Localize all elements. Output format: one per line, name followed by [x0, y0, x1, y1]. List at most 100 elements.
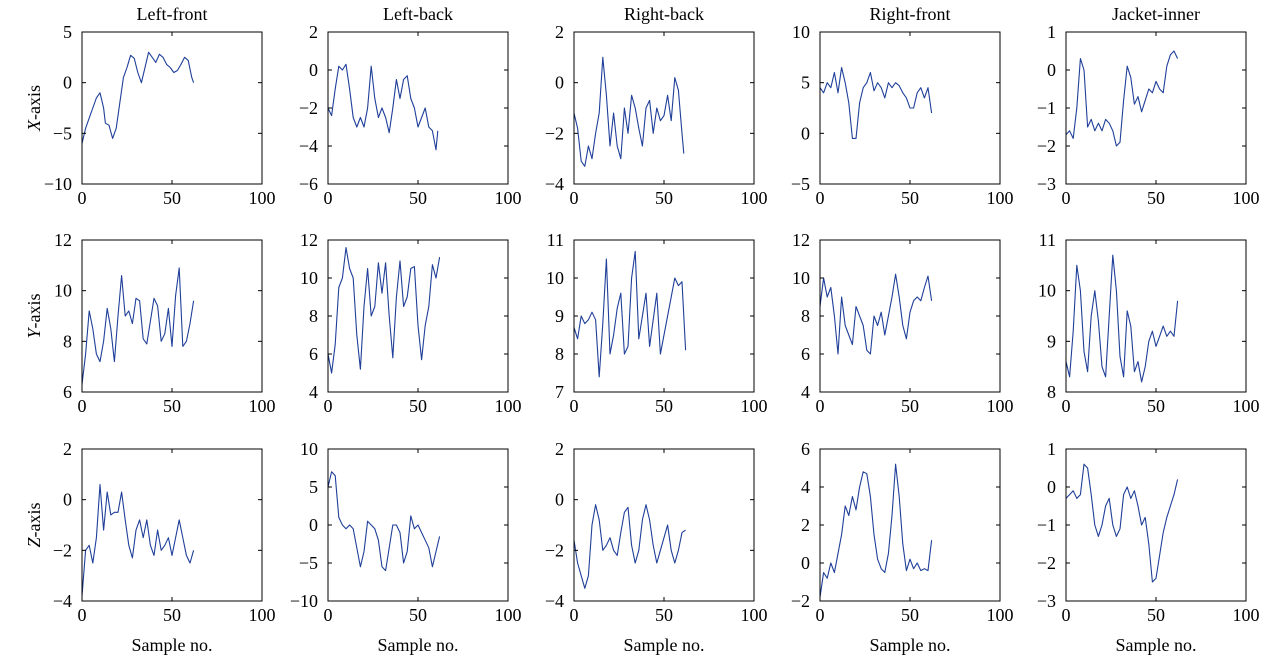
x-tick-label: 100 — [249, 396, 276, 416]
y-tick-label: −2 — [299, 98, 318, 118]
y-tick-label: −4 — [545, 591, 564, 611]
y-tick-label: 2 — [801, 515, 810, 535]
x-tick-label: 50 — [901, 188, 919, 208]
x-tick-label: 0 — [816, 188, 825, 208]
y-tick-label: −4 — [299, 136, 318, 156]
subplot: 0 50 100 4 6 8 10 12 — [792, 230, 1014, 416]
x-tick-label: 50 — [163, 188, 181, 208]
y-tick-label: 1 — [1047, 22, 1056, 42]
y-tick-label: 10 — [792, 22, 810, 42]
series-line — [327, 63, 439, 151]
y-tick-label: 0 — [555, 73, 564, 93]
x-tick-label: 100 — [987, 188, 1014, 208]
axes-frame — [327, 31, 509, 185]
y-tick-label: 11 — [547, 230, 564, 250]
subplot-title: Left-back — [383, 4, 453, 24]
subplot: 0 50 100 −2 0 2 4 6 Sample no. — [791, 439, 1014, 655]
x-tick-label: 0 — [324, 396, 333, 416]
y-tick-label: 10 — [792, 268, 810, 288]
y-tick-label: 2 — [63, 439, 72, 459]
axes-frame — [573, 31, 755, 185]
y-tick-label: −2 — [545, 540, 564, 560]
x-tick-label: 100 — [495, 605, 522, 625]
axes-frame — [1065, 31, 1247, 185]
axes-frame — [819, 448, 1001, 602]
series-line — [327, 471, 441, 572]
y-tick-label: 10 — [54, 281, 72, 301]
y-tick-label: 8 — [801, 306, 810, 326]
x-tick-label: 100 — [495, 396, 522, 416]
x-tick-label: 0 — [570, 605, 579, 625]
y-tick-label: 0 — [801, 553, 810, 573]
x-tick-label: 50 — [409, 188, 427, 208]
x-tick-label: 100 — [249, 188, 276, 208]
subplot: 0 50 100 6 8 10 12 Y-axis — [24, 230, 276, 416]
y-tick-label: −6 — [299, 174, 318, 194]
x-tick-label: 0 — [324, 188, 333, 208]
y-tick-label: 2 — [555, 22, 564, 42]
x-tick-label: 100 — [249, 605, 276, 625]
y-tick-label: 0 — [1047, 477, 1056, 497]
x-tick-label: 50 — [1147, 605, 1165, 625]
y-tick-label: 1 — [1047, 439, 1056, 459]
series-line — [81, 267, 195, 385]
x-tick-label: 0 — [816, 396, 825, 416]
x-tick-label: 50 — [163, 396, 181, 416]
x-axis-label: Sample no. — [624, 635, 705, 655]
y-tick-label: 6 — [801, 344, 810, 364]
y-tick-label: −5 — [299, 553, 318, 573]
x-tick-label: 50 — [901, 396, 919, 416]
y-tick-label: 0 — [63, 73, 72, 93]
y-tick-label: 0 — [63, 490, 72, 510]
y-tick-label: 12 — [54, 230, 72, 250]
x-tick-label: 0 — [1062, 605, 1071, 625]
y-tick-label: −1 — [1037, 98, 1056, 118]
series-line — [1065, 254, 1179, 383]
axes-frame — [327, 239, 509, 393]
subplot-title: Jacket-inner — [1112, 4, 1200, 24]
y-tick-label: −4 — [545, 174, 564, 194]
y-tick-label: −2 — [1037, 136, 1056, 156]
axes-frame — [573, 448, 755, 602]
y-tick-label: −5 — [53, 123, 72, 143]
y-tick-label: 0 — [309, 515, 318, 535]
axes-frame — [1065, 239, 1247, 393]
y-tick-label: 10 — [300, 268, 318, 288]
x-tick-label: 100 — [1233, 188, 1260, 208]
series-line — [573, 56, 685, 167]
x-tick-label: 50 — [655, 188, 673, 208]
y-tick-label: 4 — [801, 477, 810, 497]
y-tick-label: −2 — [53, 540, 72, 560]
x-axis-label: Sample no. — [132, 635, 213, 655]
y-tick-label: 2 — [309, 22, 318, 42]
axes-frame — [81, 31, 263, 185]
subplot: 0 50 100 4 6 8 10 12 — [300, 230, 522, 416]
y-tick-label: −3 — [1037, 591, 1056, 611]
y-tick-label: 8 — [309, 306, 318, 326]
x-tick-label: 100 — [987, 396, 1014, 416]
y-tick-label: 2 — [555, 439, 564, 459]
y-tick-label: −5 — [791, 174, 810, 194]
x-tick-label: 0 — [1062, 188, 1071, 208]
subplot: 0 50 100 −6 −4 −2 0 2 Left-back — [299, 4, 522, 208]
y-tick-label: 6 — [801, 439, 810, 459]
y-tick-label: −2 — [1037, 553, 1056, 573]
x-tick-label: 100 — [1233, 605, 1260, 625]
subplot: 0 50 100 8 9 10 11 — [1038, 230, 1260, 416]
y-tick-label: 0 — [555, 490, 564, 510]
subplot: 0 50 100 −3 −2 −1 0 1 Jacket-inner — [1037, 4, 1260, 208]
y-tick-label: 6 — [63, 382, 72, 402]
subplot-title: Right-back — [624, 4, 704, 24]
x-tick-label: 0 — [570, 396, 579, 416]
series-line — [1065, 50, 1179, 147]
subplot: 0 50 100 −10 −5 0 5 Left-front X-axis — [24, 4, 276, 208]
series-line — [81, 483, 195, 596]
y-axis-label: Z-axis — [24, 502, 44, 547]
series-line — [573, 504, 686, 589]
x-tick-label: 100 — [741, 605, 768, 625]
series-line — [819, 66, 933, 139]
series-line — [1065, 463, 1179, 583]
subplot: 0 50 100 −4 −2 0 2 Z-axis Sample no. — [24, 439, 276, 655]
subplot: 0 50 100 −4 −2 0 2 Sample no. — [545, 439, 768, 655]
x-tick-label: 100 — [741, 396, 768, 416]
